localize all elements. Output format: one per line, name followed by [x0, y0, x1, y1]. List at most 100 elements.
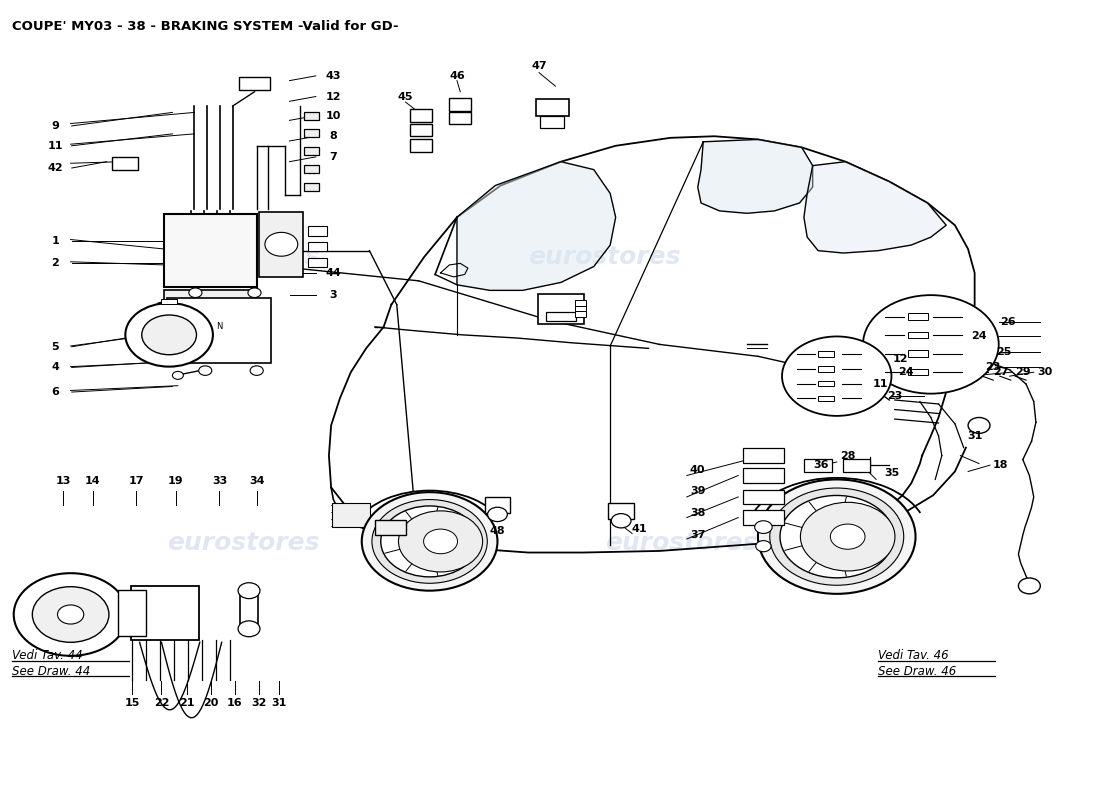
Bar	[817, 381, 834, 386]
Text: 40: 40	[690, 465, 705, 475]
Bar	[131, 586, 199, 640]
Bar	[118, 590, 145, 636]
Bar	[742, 449, 784, 462]
Text: 19: 19	[168, 476, 184, 486]
Text: 39: 39	[690, 486, 705, 496]
Text: 12: 12	[326, 91, 341, 102]
Text: 22: 22	[154, 698, 169, 709]
Text: eurostores: eurostores	[167, 531, 320, 555]
Text: Vedi Tav. 46: Vedi Tav. 46	[878, 650, 949, 662]
Circle shape	[755, 521, 772, 534]
Text: 6: 6	[52, 387, 59, 397]
Circle shape	[381, 506, 478, 577]
Text: 35: 35	[883, 468, 899, 478]
Text: 28: 28	[840, 450, 856, 461]
Text: 31: 31	[967, 430, 982, 441]
Text: 5: 5	[52, 342, 59, 352]
Bar	[308, 258, 328, 267]
Text: eurostores: eurostores	[528, 245, 681, 269]
Bar	[308, 226, 328, 235]
Text: 45: 45	[398, 91, 414, 102]
Text: 9: 9	[52, 121, 59, 131]
Text: 15: 15	[124, 698, 140, 709]
Circle shape	[173, 371, 184, 379]
Text: 29: 29	[1015, 367, 1031, 377]
Text: Vedi Tav. 44: Vedi Tav. 44	[11, 650, 82, 662]
Circle shape	[770, 488, 904, 586]
Bar	[410, 139, 432, 152]
Bar	[375, 521, 406, 534]
Polygon shape	[456, 162, 616, 290]
Text: 26: 26	[1000, 317, 1015, 327]
Circle shape	[830, 524, 865, 550]
Bar	[817, 366, 834, 371]
Text: 16: 16	[227, 698, 243, 709]
Bar	[260, 212, 304, 277]
Text: 14: 14	[85, 476, 100, 486]
Bar	[540, 116, 564, 127]
Circle shape	[32, 586, 109, 642]
Text: 7: 7	[329, 152, 338, 162]
Polygon shape	[697, 139, 813, 214]
Text: 17: 17	[129, 476, 144, 486]
Circle shape	[142, 315, 197, 354]
Text: 8: 8	[329, 131, 338, 142]
Bar	[239, 78, 270, 90]
Text: See Draw. 46: See Draw. 46	[878, 666, 957, 678]
Circle shape	[758, 479, 915, 594]
Text: COUPE' MY03 - 38 - BRAKING SYSTEM -Valid for GD-: COUPE' MY03 - 38 - BRAKING SYSTEM -Valid…	[11, 20, 398, 34]
Circle shape	[612, 514, 631, 528]
Text: 23: 23	[986, 362, 1001, 372]
Text: N: N	[217, 322, 222, 331]
Text: 43: 43	[326, 71, 341, 81]
Bar	[304, 183, 319, 191]
Text: 25: 25	[997, 347, 1012, 358]
Text: 38: 38	[690, 508, 705, 518]
Circle shape	[424, 529, 458, 554]
Text: 48: 48	[490, 526, 505, 536]
Bar	[908, 332, 927, 338]
Bar	[304, 112, 319, 119]
Text: 23: 23	[887, 391, 902, 401]
Circle shape	[825, 528, 848, 546]
Bar	[843, 458, 870, 471]
Text: 33: 33	[212, 476, 227, 486]
Bar	[908, 350, 927, 357]
Bar	[304, 166, 319, 173]
Circle shape	[487, 507, 507, 522]
Text: 4: 4	[52, 362, 59, 373]
Bar	[742, 510, 784, 525]
Text: 46: 46	[449, 71, 465, 81]
Text: 47: 47	[531, 62, 547, 71]
Bar	[308, 242, 328, 251]
Circle shape	[13, 573, 128, 656]
Bar	[449, 98, 471, 111]
Text: 20: 20	[204, 698, 219, 709]
Text: 13: 13	[55, 476, 70, 486]
Circle shape	[238, 621, 260, 637]
Circle shape	[968, 418, 990, 434]
Bar	[575, 300, 586, 306]
Circle shape	[57, 605, 84, 624]
Text: 42: 42	[47, 163, 63, 173]
Bar	[608, 503, 635, 519]
Circle shape	[1019, 578, 1041, 594]
Bar	[164, 214, 257, 287]
Text: 1: 1	[52, 236, 59, 246]
Bar	[304, 130, 319, 138]
Text: 36: 36	[814, 460, 829, 470]
Circle shape	[372, 499, 487, 583]
Bar	[804, 458, 832, 471]
Bar	[742, 468, 784, 482]
Bar	[164, 290, 257, 320]
Bar	[908, 314, 927, 320]
Text: 11: 11	[47, 141, 63, 150]
Polygon shape	[804, 162, 946, 253]
Text: 24: 24	[971, 331, 987, 342]
Circle shape	[189, 288, 202, 298]
Circle shape	[238, 582, 260, 598]
Circle shape	[125, 303, 213, 366]
Bar	[410, 123, 432, 136]
Text: 34: 34	[249, 476, 264, 486]
Bar	[304, 147, 319, 155]
